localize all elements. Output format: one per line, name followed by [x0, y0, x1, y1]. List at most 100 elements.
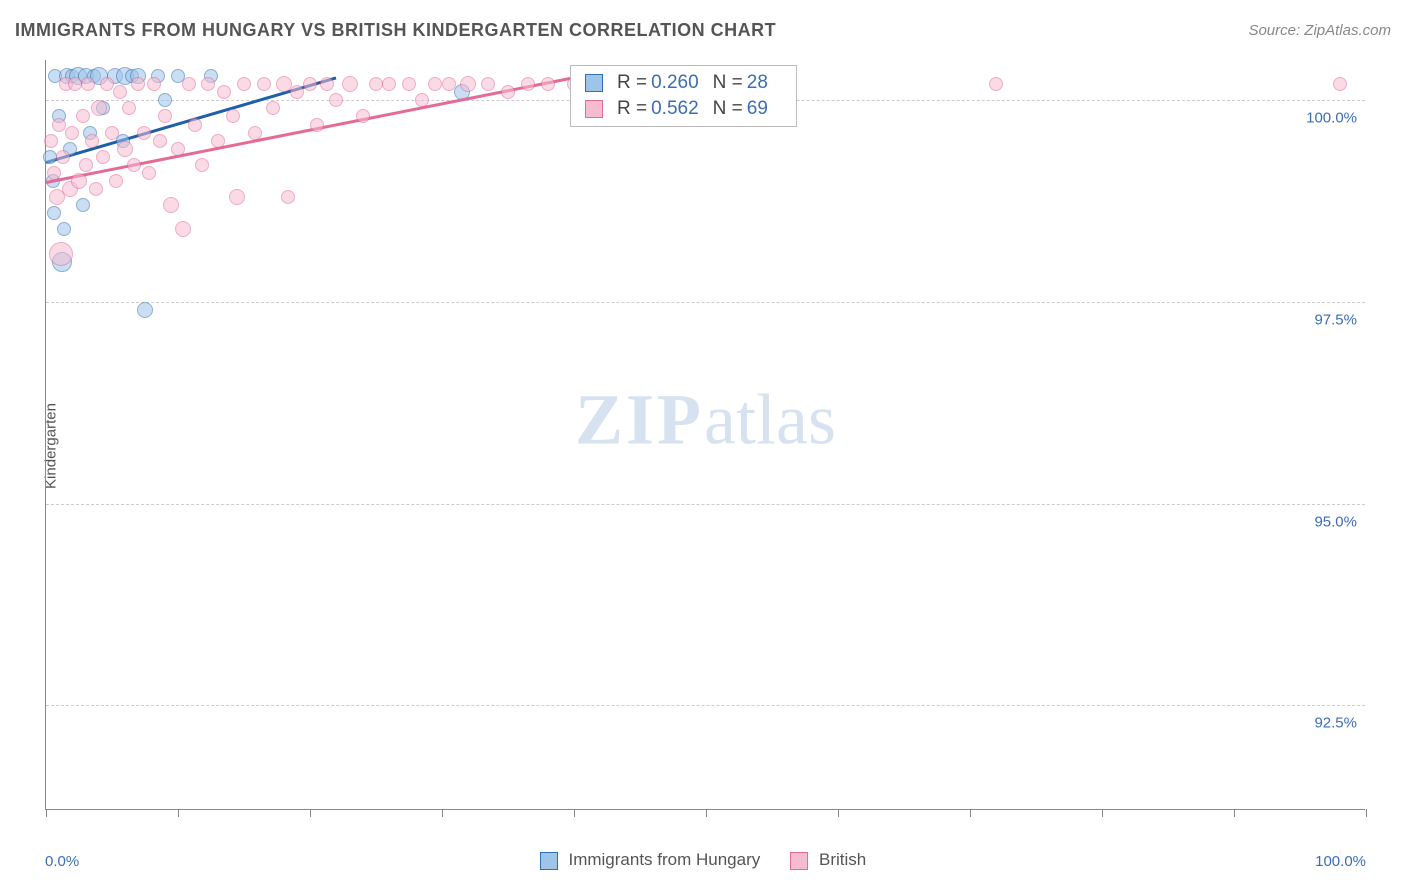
- title-bar: IMMIGRANTS FROM HUNGARY VS BRITISH KINDE…: [15, 20, 1391, 41]
- data-point: [382, 77, 396, 91]
- data-point: [57, 222, 71, 236]
- data-point: [43, 150, 57, 164]
- watermark-bold: ZIP: [575, 379, 704, 459]
- n-value-hungary: 28: [747, 72, 768, 94]
- data-point: [195, 158, 209, 172]
- data-point: [303, 77, 317, 91]
- data-point: [96, 150, 110, 164]
- data-point: [85, 134, 99, 148]
- x-tick: [1102, 809, 1103, 817]
- data-point: [68, 77, 82, 91]
- data-point: [175, 221, 191, 237]
- legend-item-british: British: [790, 850, 866, 870]
- n-value-british: 69: [747, 98, 768, 120]
- data-point: [182, 77, 196, 91]
- source-label: Source: ZipAtlas.com: [1248, 22, 1391, 39]
- data-point: [266, 101, 280, 115]
- data-point: [356, 109, 370, 123]
- legend-label-hungary: Immigrants from Hungary: [568, 850, 760, 869]
- chart-title: IMMIGRANTS FROM HUNGARY VS BRITISH KINDE…: [15, 20, 776, 41]
- stats-row-british: R = 0.562 N = 69: [571, 96, 796, 122]
- data-point: [460, 76, 476, 92]
- n-label: N =: [713, 72, 743, 94]
- data-point: [56, 150, 70, 164]
- data-point: [428, 77, 442, 91]
- x-tick-label-max: 100.0%: [1315, 853, 1366, 870]
- x-tick-label-min: 0.0%: [45, 853, 79, 870]
- data-point: [188, 118, 202, 132]
- x-tick: [1234, 809, 1235, 817]
- data-point: [47, 166, 61, 180]
- data-point: [158, 109, 172, 123]
- data-point: [989, 77, 1003, 91]
- r-label: R =: [617, 72, 647, 94]
- data-point: [100, 77, 114, 91]
- data-point: [310, 118, 324, 132]
- x-tick: [970, 809, 971, 817]
- data-point: [342, 76, 358, 92]
- data-point: [229, 189, 245, 205]
- bottom-legend: Immigrants from Hungary British: [0, 850, 1406, 870]
- data-point: [442, 77, 456, 91]
- r-label: R =: [617, 98, 647, 120]
- grid-line: [46, 302, 1365, 303]
- data-point: [117, 141, 133, 157]
- x-tick: [310, 809, 311, 817]
- watermark: ZIPatlas: [575, 378, 836, 461]
- y-tick-label: 95.0%: [1314, 513, 1357, 530]
- data-point: [71, 173, 87, 189]
- data-point: [158, 93, 172, 107]
- data-point: [163, 197, 179, 213]
- data-point: [153, 134, 167, 148]
- swatch-hungary-icon: [540, 852, 558, 870]
- x-tick: [178, 809, 179, 817]
- data-point: [49, 242, 73, 266]
- r-value-british: 0.562: [651, 98, 699, 120]
- data-point: [521, 77, 535, 91]
- data-point: [109, 174, 123, 188]
- data-point: [113, 85, 127, 99]
- y-tick-label: 100.0%: [1306, 110, 1357, 127]
- x-tick: [1366, 809, 1367, 817]
- data-point: [257, 77, 271, 91]
- stats-row-hungary: R = 0.260 N = 28: [571, 70, 796, 96]
- swatch-british-icon: [790, 852, 808, 870]
- data-point: [1333, 77, 1347, 91]
- x-tick: [838, 809, 839, 817]
- data-point: [137, 126, 151, 140]
- data-point: [147, 77, 161, 91]
- data-point: [226, 109, 240, 123]
- data-point: [79, 158, 93, 172]
- swatch-hungary: [585, 74, 603, 92]
- data-point: [142, 166, 156, 180]
- legend-label-british: British: [819, 850, 866, 869]
- data-point: [171, 142, 185, 156]
- y-tick-label: 97.5%: [1314, 311, 1357, 328]
- data-point: [44, 134, 58, 148]
- data-point: [65, 126, 79, 140]
- x-tick: [442, 809, 443, 817]
- data-point: [402, 77, 416, 91]
- data-point: [415, 93, 429, 107]
- data-point: [76, 109, 90, 123]
- data-point: [211, 134, 225, 148]
- data-point: [237, 77, 251, 91]
- stats-legend-box: R = 0.260 N = 28 R = 0.562 N = 69: [570, 65, 797, 127]
- legend-item-hungary: Immigrants from Hungary: [540, 850, 761, 870]
- r-value-hungary: 0.260: [651, 72, 699, 94]
- swatch-british: [585, 100, 603, 118]
- data-point: [127, 158, 141, 172]
- n-label: N =: [713, 98, 743, 120]
- data-point: [89, 182, 103, 196]
- grid-line: [46, 504, 1365, 505]
- data-point: [47, 206, 61, 220]
- grid-line: [46, 705, 1365, 706]
- data-point: [369, 77, 383, 91]
- data-point: [501, 85, 515, 99]
- data-point: [122, 101, 136, 115]
- data-point: [329, 93, 343, 107]
- plot-area: ZIPatlas 92.5%95.0%97.5%100.0%: [45, 60, 1365, 810]
- data-point: [290, 85, 304, 99]
- x-tick: [46, 809, 47, 817]
- data-point: [320, 77, 334, 91]
